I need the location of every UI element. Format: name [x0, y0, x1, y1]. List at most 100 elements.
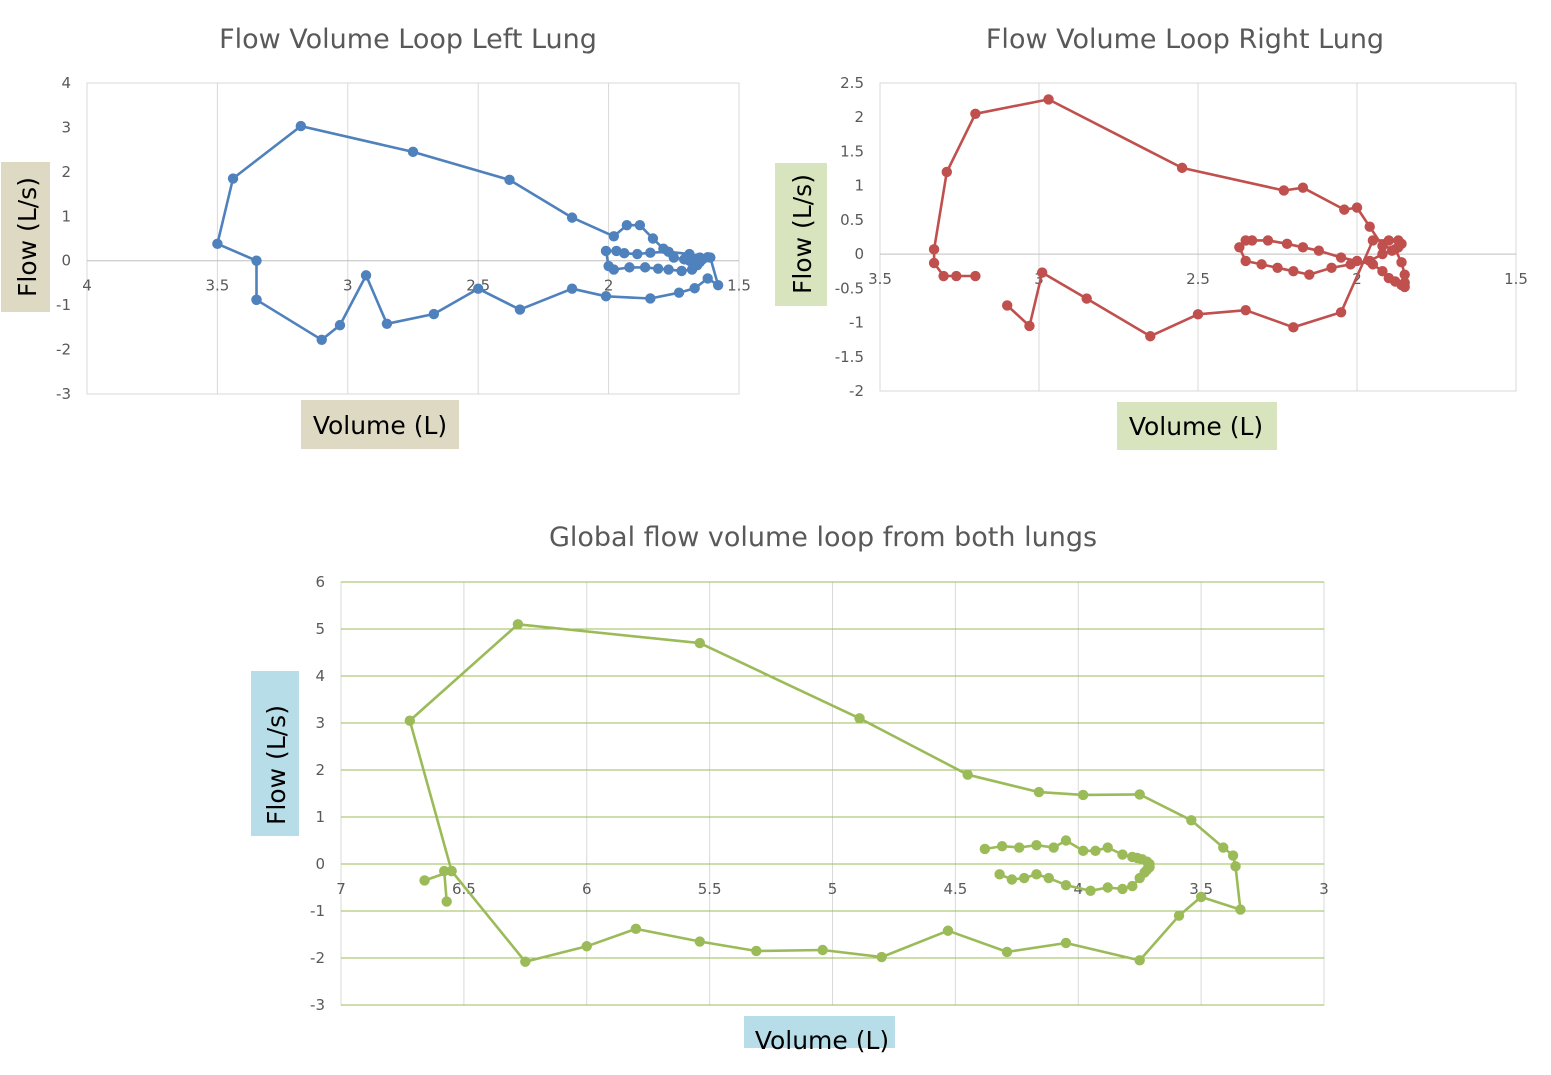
data-point [941, 166, 952, 178]
x-axis-label: Volume (L) [313, 411, 447, 440]
data-point [1351, 202, 1363, 213]
x-tick-label: 5 [828, 880, 838, 898]
y-tick-label: 4 [61, 74, 71, 92]
y-axis-label: Flow (L/s) [13, 177, 42, 297]
data-point [712, 279, 724, 291]
data-point [652, 263, 664, 274]
data-point [1077, 845, 1089, 857]
data-point [684, 248, 695, 260]
y-tick-labels: 6 5 4 3 2 1 0 -1 -2 -3 [310, 573, 325, 1014]
data-point [1117, 883, 1128, 895]
x-axis-label: Volume (L) [1129, 412, 1263, 441]
data-point [1018, 872, 1030, 884]
data-point [630, 923, 642, 935]
data-point [854, 713, 865, 724]
chart-global: Global flow volume loop from both lungs … [251, 522, 1329, 1055]
x-tick-labels: 7 6.5 6 5.5 5 4.5 4 3.5 3 [336, 880, 1329, 898]
data-point [1134, 872, 1145, 884]
data-point [994, 869, 1005, 880]
y-tick-label: 1.5 [840, 142, 864, 160]
data-point [1001, 946, 1013, 958]
x-tick-label: 1.5 [727, 277, 751, 295]
data-point [566, 212, 578, 223]
data-point [1031, 840, 1042, 851]
y-tick-label: 4 [315, 667, 325, 685]
x-tick-label: 4 [82, 277, 92, 295]
data-point [1230, 861, 1241, 872]
chart-right-lung: Flow Volume Loop Right Lung 3.5 3 2.5 2 1.5 … [775, 24, 1528, 450]
data-point [1335, 252, 1347, 263]
data-point [1102, 882, 1113, 893]
y-axis-label-box [251, 671, 299, 836]
data-point [1031, 869, 1042, 880]
data-point [1288, 266, 1299, 277]
x-tick-label: 2.5 [1186, 270, 1210, 288]
data-point [1240, 255, 1251, 267]
data-point [1127, 880, 1138, 892]
data-point [404, 715, 416, 726]
y-tick-label: 2 [854, 108, 864, 126]
data-point [1339, 204, 1350, 215]
data-point [938, 270, 949, 282]
data-point [1081, 293, 1092, 304]
data-point [1048, 842, 1059, 853]
data-point [1060, 879, 1072, 891]
data-point [1043, 872, 1054, 884]
data-point [407, 146, 419, 158]
data-point [1240, 235, 1251, 246]
y-tick-label: 0 [854, 245, 864, 263]
data-point [1090, 845, 1101, 857]
y-tick-label: 1 [315, 808, 325, 826]
data-point [624, 262, 635, 273]
data-point [1006, 874, 1018, 885]
data-point [381, 318, 393, 330]
y-tick-labels: 4 3 2 1 0 -1 -2 -3 [56, 74, 71, 403]
data-point [632, 248, 643, 260]
data-point [1272, 262, 1283, 273]
data-point [446, 865, 457, 877]
x-tick-label: 3.5 [205, 277, 229, 295]
x-tick-label: 3.5 [1189, 880, 1213, 898]
data-point [876, 951, 887, 963]
y-axis-label: Flow (L/s) [262, 705, 291, 825]
data-point [1383, 235, 1395, 246]
y-tick-label: 6 [315, 573, 325, 591]
data-point [1145, 331, 1156, 342]
series-line [216, 124, 720, 342]
data-point [645, 247, 656, 258]
y-tick-label: -2 [310, 949, 325, 967]
data-point [611, 245, 622, 257]
y-tick-label: 0.5 [840, 211, 864, 229]
data-point [1060, 835, 1072, 846]
series-marks [928, 94, 1410, 342]
y-tick-label: 2.5 [840, 74, 864, 92]
data-point [1218, 842, 1229, 853]
data-point [663, 246, 674, 258]
data-point [1364, 255, 1375, 267]
data-point [566, 283, 578, 294]
data-point [705, 252, 716, 263]
x-axis-label: Volume (L) [755, 1026, 889, 1055]
data-point [1281, 238, 1293, 250]
data-point [1367, 235, 1379, 246]
data-point [1235, 904, 1246, 915]
data-point [419, 875, 430, 886]
data-point [441, 896, 452, 907]
series-line [932, 98, 1406, 338]
data-point [227, 173, 239, 184]
data-point [1186, 815, 1197, 826]
y-tick-label: -1.5 [835, 348, 864, 366]
data-point [1364, 221, 1375, 232]
data-point [1345, 259, 1356, 270]
y-tick-label: -1 [310, 902, 325, 920]
data-point [1195, 891, 1207, 903]
x-tick-label: 5.5 [698, 880, 722, 898]
y-axis-label-box [1, 162, 50, 312]
data-point [504, 174, 515, 186]
data-point [1134, 789, 1145, 800]
data-point [1077, 789, 1089, 801]
data-point [1393, 235, 1404, 246]
y-tick-label: 1 [61, 207, 71, 225]
data-point [694, 637, 705, 649]
